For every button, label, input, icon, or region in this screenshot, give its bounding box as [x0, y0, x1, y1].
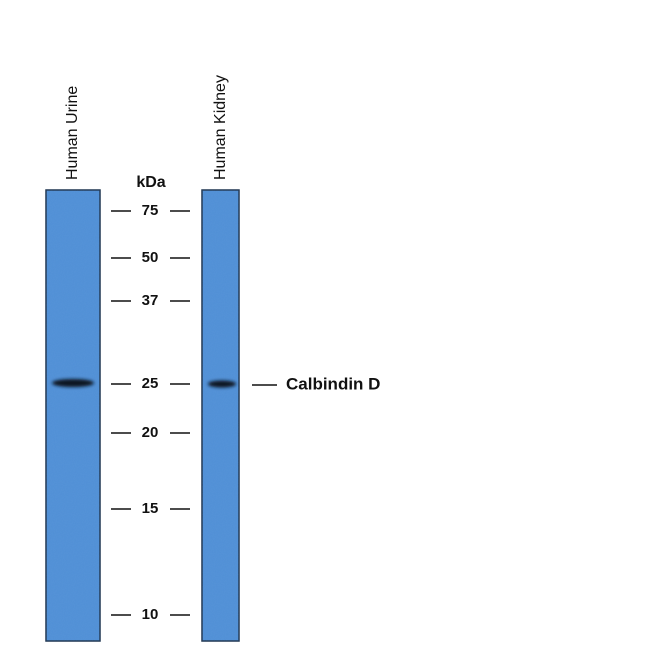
marker-label: 50: [142, 249, 159, 266]
marker-label: 15: [142, 500, 159, 517]
band: [52, 379, 94, 387]
lane-texture: [46, 190, 100, 641]
marker-label: 10: [142, 606, 159, 623]
marker-label: 20: [142, 424, 159, 441]
marker-ladder: 75 50 37 25 20 15 10: [111, 202, 190, 623]
lane-texture: [202, 190, 239, 641]
band-label: Calbindin D: [286, 374, 380, 393]
band: [208, 380, 236, 388]
marker-label: 75: [142, 202, 159, 219]
lane-label: Human Kidney: [212, 75, 229, 180]
lane-label: Human Urine: [64, 86, 81, 180]
marker-unit: kDa: [136, 174, 165, 191]
marker-label: 37: [142, 292, 159, 309]
marker-label: 25: [142, 375, 159, 392]
